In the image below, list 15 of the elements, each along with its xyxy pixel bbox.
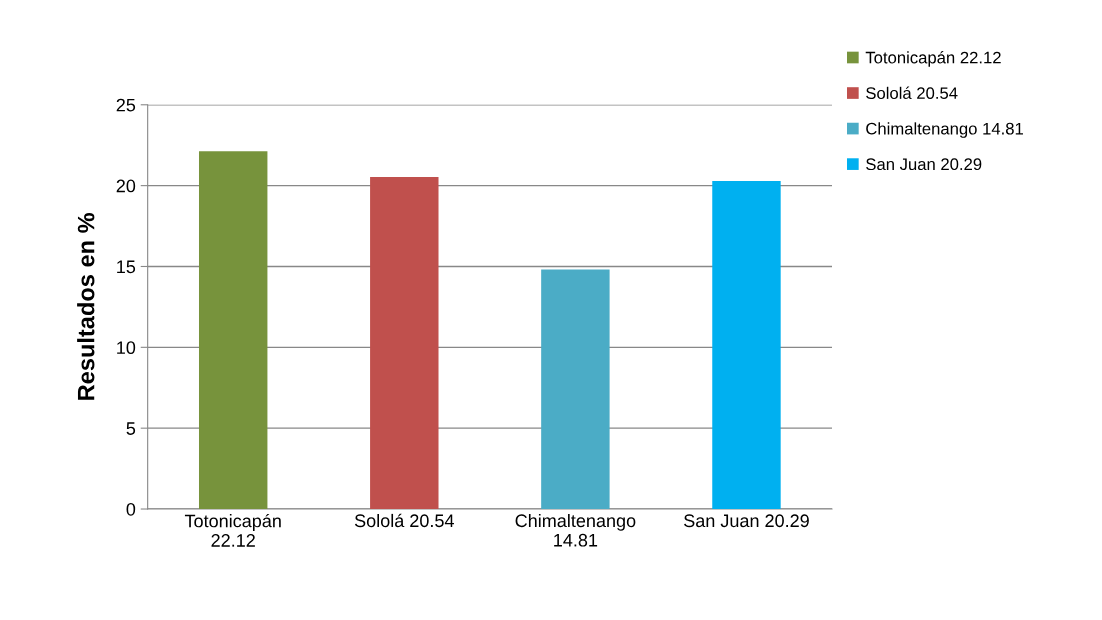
- y-tick-label: 15: [117, 260, 136, 274]
- y-tick-label: 20: [116, 179, 136, 193]
- legend-label: Sololá 20.54: [866, 86, 958, 100]
- y-tick-label: 25: [116, 98, 136, 112]
- y-tick-label: 5: [126, 422, 136, 435]
- x-tick-label: Sololá 20.54: [354, 513, 454, 528]
- y-tick-label: 0: [126, 502, 136, 516]
- x-tick-label: Chimaltenango 14.81: [515, 513, 636, 547]
- legend-label: Chimaltenango 14.81: [866, 122, 1023, 138]
- x-tick-label: San Juan 20.29: [684, 514, 809, 528]
- legend-label: Totonicapán 22.12: [865, 51, 1001, 67]
- y-axis-title: Resultados en %: [77, 213, 95, 400]
- legend-label: San Juan 20.29: [866, 158, 982, 171]
- x-tick-label: Totonicapán 22.12: [184, 513, 281, 547]
- y-tick-label: 10: [117, 341, 136, 355]
